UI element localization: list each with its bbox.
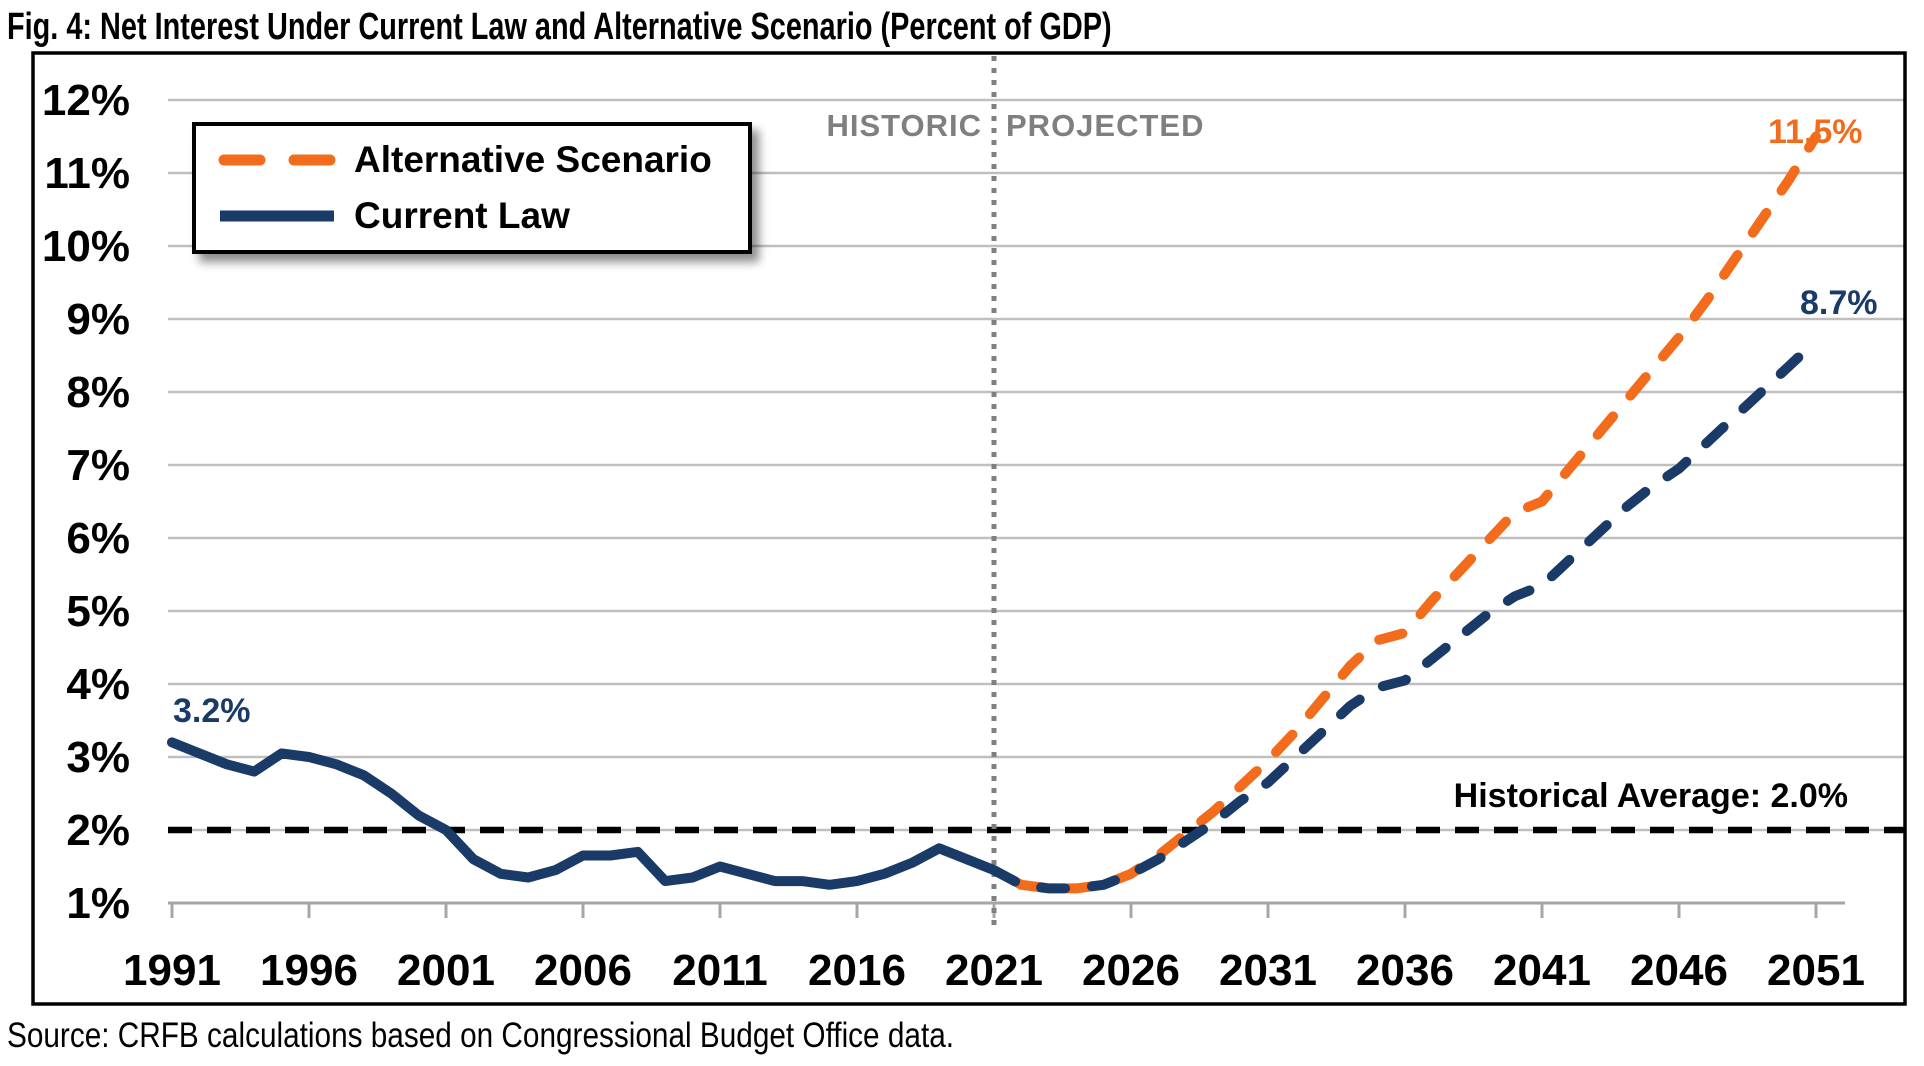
start-value-label: 3.2% bbox=[173, 692, 251, 730]
projected-zone-label: PROJECTED bbox=[1006, 108, 1204, 143]
y-tick-label-5%: 5% bbox=[66, 587, 130, 636]
x-tick-label-1996: 1996 bbox=[260, 946, 358, 995]
x-tick-label-2031: 2031 bbox=[1219, 946, 1317, 995]
y-tick-label-4%: 4% bbox=[66, 660, 130, 709]
source-note: Source: CRFB calculations based on Congr… bbox=[7, 1016, 955, 1055]
figure-title: Fig. 4: Net Interest Under Current Law a… bbox=[7, 6, 1112, 48]
legend-item-current-law: Current Law bbox=[218, 195, 748, 237]
current-law-line-swatch bbox=[220, 210, 334, 222]
y-tick-label-7%: 7% bbox=[66, 441, 130, 490]
alternative-scenario-dash-swatch bbox=[218, 154, 336, 166]
current-law-historic-line bbox=[167, 737, 999, 890]
y-tick-label-1%: 1% bbox=[66, 879, 130, 928]
legend: Alternative Scenario Current Law bbox=[192, 122, 752, 254]
x-tick-label-1991: 1991 bbox=[123, 946, 221, 995]
x-axis-labels: 1991 1996 2001 2006 2011 2016 2021 2026 2031 2036… bbox=[123, 946, 1865, 995]
plot-border bbox=[31, 51, 1907, 1006]
x-tick-label-2026: 2026 bbox=[1082, 946, 1180, 995]
x-tick-label-2006: 2006 bbox=[534, 946, 632, 995]
x-tick-label-2046: 2046 bbox=[1630, 946, 1728, 995]
current-law-end-label: 8.7% bbox=[1800, 284, 1878, 322]
x-tick-label-2011: 2011 bbox=[672, 946, 767, 995]
x-tick-label-2041: 2041 bbox=[1493, 946, 1591, 995]
x-tick-label-2001: 2001 bbox=[397, 946, 495, 995]
current-law-projected-line bbox=[989, 335, 1821, 894]
y-tick-label-11%: 11% bbox=[44, 149, 130, 198]
x-axis bbox=[168, 901, 1845, 918]
y-tick-label-9%: 9% bbox=[66, 295, 130, 344]
x-tick-label-2051: 2051 bbox=[1767, 946, 1865, 995]
x-tick-label-2016: 2016 bbox=[808, 946, 906, 995]
x-tick-label-2021: 2021 bbox=[945, 946, 1043, 995]
y-tick-label-12%: 12% bbox=[42, 76, 130, 125]
legend-item-alternative-scenario: Alternative Scenario bbox=[218, 139, 748, 181]
y-tick-label-6%: 6% bbox=[66, 514, 130, 563]
alternative-scenario-line bbox=[989, 131, 1821, 894]
y-axis-labels: 1% 2% 3% 4% 5% 6% 7% 8% 9% 10% 11% 12% bbox=[42, 76, 130, 928]
y-tick-label-10%: 10% bbox=[42, 222, 130, 271]
legend-label-current-law: Current Law bbox=[354, 195, 570, 236]
x-tick-label-2036: 2036 bbox=[1356, 946, 1454, 995]
alternative-end-label: 11.5% bbox=[1768, 113, 1863, 151]
historical-average-label: Historical Average: 2.0% bbox=[1454, 777, 1848, 815]
y-tick-label-3%: 3% bbox=[66, 733, 130, 782]
y-tick-label-8%: 8% bbox=[66, 368, 130, 417]
y-tick-label-2%: 2% bbox=[66, 806, 130, 855]
legend-label-alternative-scenario: Alternative Scenario bbox=[354, 139, 712, 180]
historic-zone-label: HISTORIC bbox=[826, 108, 982, 143]
